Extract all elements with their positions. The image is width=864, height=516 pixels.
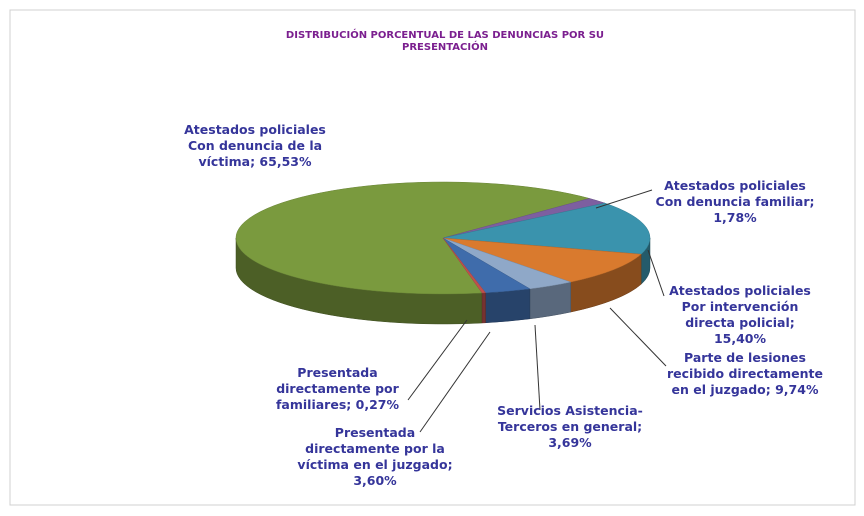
label-separator: ;	[250, 154, 260, 169]
chart-frame	[9, 9, 856, 506]
label-separator: ;	[789, 315, 795, 330]
leader-line	[595, 189, 653, 209]
label-name: Atestados policiales Con denuncia famili…	[655, 178, 810, 209]
label-separator: ;	[765, 382, 776, 397]
label-separator: ;	[809, 194, 815, 209]
label-separator: ;	[346, 397, 356, 412]
label-value: 3,60%	[353, 473, 397, 488]
label-value: 1,78%	[713, 210, 757, 225]
pie-slice	[442, 237, 642, 283]
label-value: 9,74%	[775, 382, 819, 397]
leader-line	[407, 319, 468, 401]
pie-slice	[235, 181, 591, 295]
slice-side	[485, 288, 531, 324]
pie-slice	[442, 202, 651, 255]
leader-line	[534, 324, 541, 411]
chart-title: DISTRIBUCIÓN PORCENTUAL DE LAS DENUNCIAS…	[285, 30, 605, 53]
data-label: Presentada directamente por familiares; …	[255, 365, 420, 413]
label-value: 3,69%	[548, 435, 592, 450]
leader-line	[647, 249, 665, 297]
label-value: 15,40%	[713, 331, 767, 346]
slice-side	[481, 292, 486, 324]
data-label: Atestados policiales Con denuncia de la …	[170, 122, 340, 170]
label-separator: ;	[637, 419, 643, 434]
pie-slice	[442, 237, 487, 294]
data-label: Atestados policiales Con denuncia famili…	[650, 178, 820, 226]
data-label: Atestados policiales Por intervención di…	[660, 283, 820, 347]
label-separator: ;	[447, 457, 453, 472]
label-name: Parte de lesiones recibido directamente …	[666, 350, 823, 397]
label-name: Atestados policiales Por intervención di…	[669, 283, 811, 330]
data-label: Parte de lesiones recibido directamente …	[660, 350, 830, 398]
label-name: Servicios Asistencia-Terceros en general	[497, 403, 643, 434]
leader-line	[419, 331, 491, 433]
label-value: 65,53%	[259, 154, 312, 169]
data-label: Servicios Asistencia-Terceros en general…	[495, 403, 645, 451]
label-name: Presentada directamente por la víctima e…	[297, 425, 448, 472]
leader-line	[609, 307, 667, 367]
label-name: Presentada directamente por familiares	[275, 365, 399, 412]
data-label: Presentada directamente por la víctima e…	[290, 425, 460, 489]
label-value: 0,27%	[355, 397, 399, 412]
label-name: Atestados policiales Con denuncia de la …	[184, 122, 326, 169]
